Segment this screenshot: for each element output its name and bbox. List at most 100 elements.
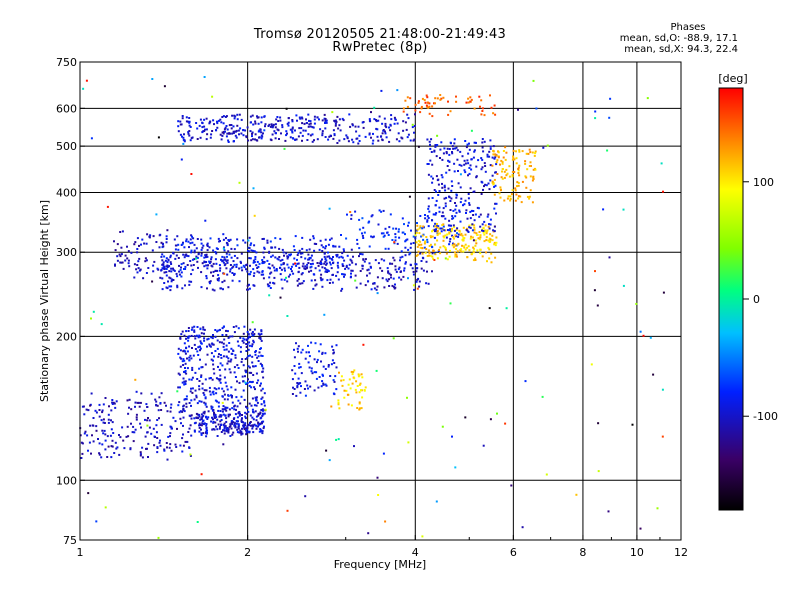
- data-point: [183, 380, 186, 383]
- data-point: [298, 249, 301, 252]
- data-point: [170, 403, 173, 406]
- data-point: [133, 243, 136, 246]
- data-point: [432, 213, 435, 216]
- data-point: [499, 189, 502, 192]
- data-point: [455, 211, 458, 214]
- data-point: [440, 227, 443, 230]
- data-point: [451, 215, 454, 218]
- data-point: [437, 183, 440, 186]
- data-point: [483, 230, 486, 233]
- data-point: [322, 382, 325, 385]
- data-point: [451, 234, 454, 237]
- data-point: [331, 281, 334, 284]
- data-point: [401, 255, 404, 258]
- data-point: [199, 340, 202, 343]
- data-point: [516, 181, 519, 184]
- data-point: [204, 128, 206, 131]
- data-point: [358, 408, 361, 411]
- data-point: [472, 210, 475, 212]
- data-point: [436, 239, 439, 242]
- data-point: [177, 243, 180, 246]
- data-point: [227, 415, 230, 418]
- data-point: [487, 239, 490, 242]
- data-point: [217, 409, 220, 412]
- data-point: [301, 348, 304, 351]
- data-point: [82, 405, 85, 408]
- data-point: [334, 375, 337, 378]
- data-point: [181, 450, 184, 453]
- data-point: [237, 344, 240, 347]
- data-point: [226, 242, 229, 245]
- data-point: [251, 321, 254, 324]
- data-point: [206, 242, 209, 245]
- data-point: [196, 138, 199, 140]
- data-point: [420, 107, 423, 110]
- data-point: [428, 254, 431, 257]
- data-point: [252, 259, 255, 262]
- data-point: [114, 249, 117, 252]
- data-point: [448, 195, 450, 198]
- data-point: [437, 227, 440, 230]
- data-point: [245, 371, 248, 374]
- data-point: [331, 345, 334, 348]
- data-point: [433, 259, 436, 261]
- data-point: [229, 371, 232, 374]
- data-point: [325, 268, 328, 271]
- data-point: [341, 256, 344, 259]
- data-point: [271, 133, 274, 136]
- data-point: [137, 260, 140, 263]
- data-point: [494, 202, 497, 205]
- data-point: [223, 264, 226, 267]
- data-point: [188, 124, 191, 127]
- data-point: [317, 264, 320, 267]
- data-point: [270, 246, 273, 249]
- data-point: [198, 334, 201, 337]
- data-point: [236, 244, 239, 247]
- data-point: [307, 125, 310, 128]
- data-point: [262, 132, 264, 135]
- data-point: [208, 281, 211, 283]
- data-point: [334, 119, 337, 122]
- data-point: [449, 209, 452, 211]
- data-point: [227, 360, 230, 363]
- data-point: [464, 243, 467, 246]
- data-point: [524, 160, 527, 163]
- data-point: [169, 432, 172, 435]
- data-point: [316, 361, 318, 364]
- data-point: [190, 334, 193, 337]
- data-point: [151, 249, 154, 252]
- data-point: [489, 218, 492, 221]
- data-point: [248, 371, 251, 374]
- data-point: [408, 253, 411, 256]
- data-point: [190, 234, 193, 237]
- data-point: [255, 396, 258, 399]
- data-point: [218, 341, 221, 344]
- data-point: [233, 408, 236, 411]
- data-point: [205, 255, 208, 258]
- data-point: [185, 120, 188, 123]
- data-point: [199, 418, 202, 421]
- data-point: [460, 164, 463, 167]
- data-point: [367, 268, 370, 271]
- data-point: [431, 105, 434, 108]
- data-point: [238, 431, 241, 434]
- phases-summary: Phases mean, sd,O: -88.9, 17.1 mean, sd,…: [578, 22, 738, 55]
- data-point: [185, 395, 188, 398]
- data-point: [436, 179, 439, 182]
- data-point: [476, 233, 479, 236]
- data-point: [259, 428, 262, 431]
- data-point: [235, 420, 238, 423]
- data-point: [193, 329, 196, 332]
- data-point: [382, 232, 385, 235]
- data-point: [247, 288, 250, 291]
- data-point: [515, 193, 518, 196]
- data-point: [299, 282, 302, 285]
- colorbar-tick-label: 100: [753, 176, 774, 189]
- data-point: [206, 133, 209, 136]
- x-axis-ticks: 1 2 4 6 8 10 12: [77, 535, 688, 559]
- data-point: [368, 220, 371, 223]
- data-point: [133, 263, 136, 266]
- data-point: [172, 268, 175, 271]
- data-point: [272, 281, 275, 284]
